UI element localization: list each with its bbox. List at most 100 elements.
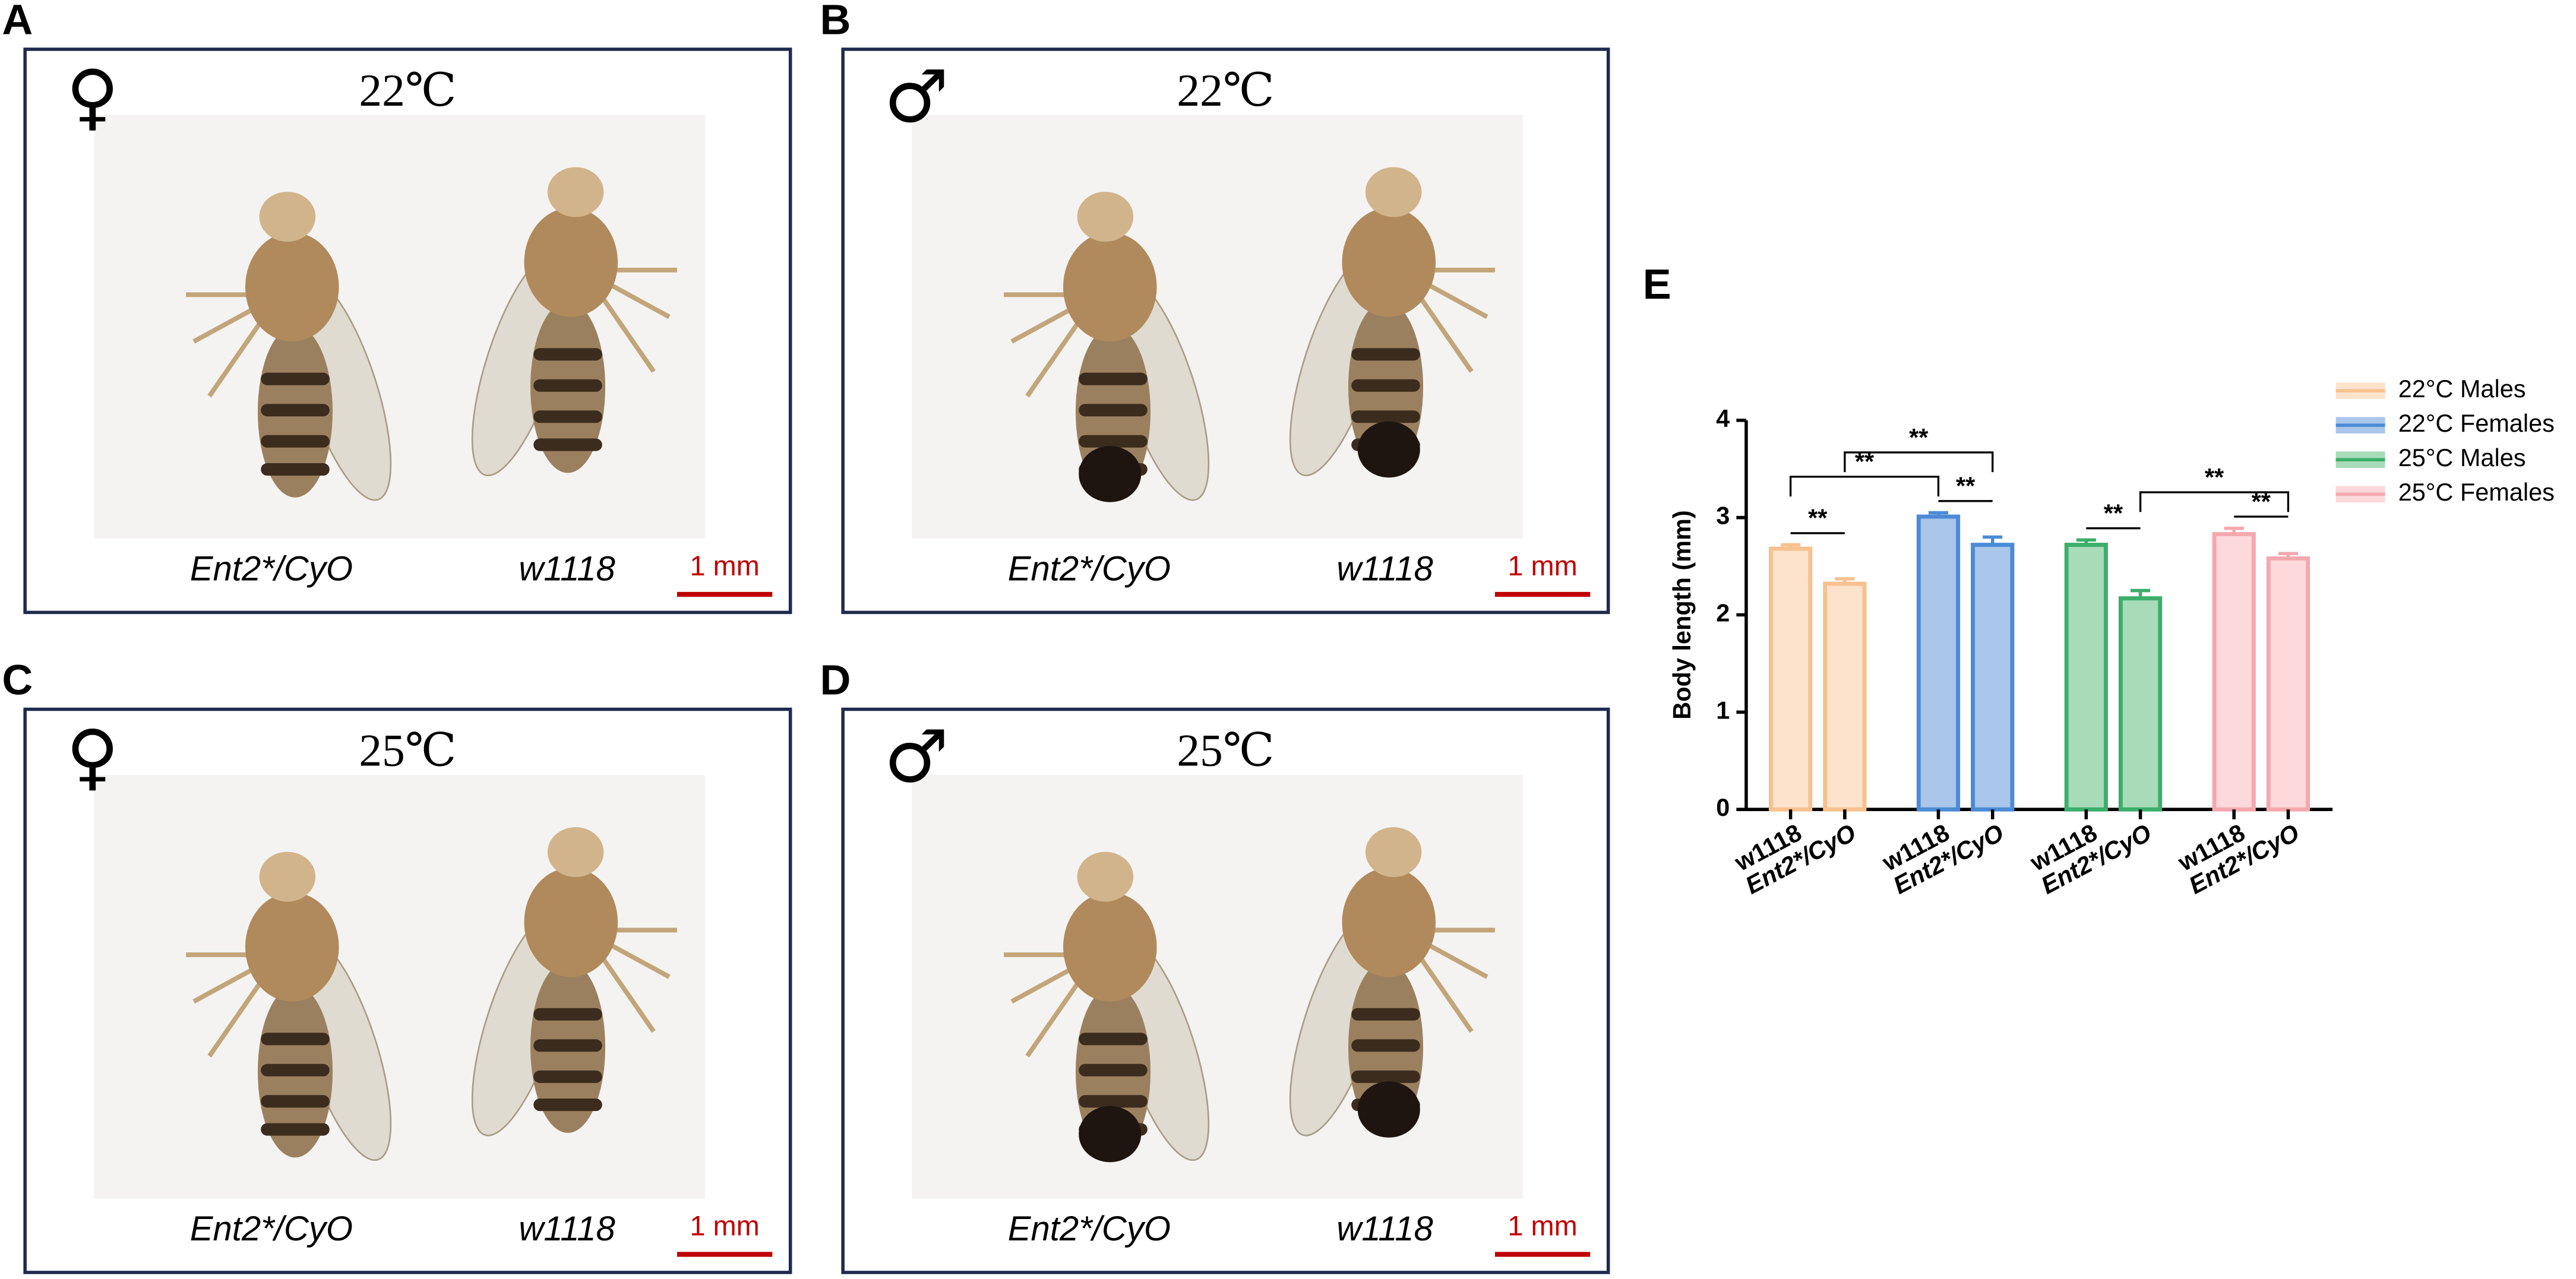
fly <box>1004 191 1210 502</box>
fly <box>186 191 392 501</box>
panel-letter: A <box>2 0 33 44</box>
photo-panel: A ♀ 22℃ Ent2*/CyO w1118 1 mm <box>2 0 792 615</box>
genotype: Ent2*/CyO <box>1008 550 1171 588</box>
fly-stripe <box>533 1070 602 1083</box>
fly-stripe <box>533 438 602 451</box>
fly-stripe <box>261 1095 330 1108</box>
legend-label: 25°C Males <box>2398 444 2526 471</box>
scale-label: 1 mm <box>690 550 760 581</box>
fly-stripe <box>261 435 330 448</box>
fly-thorax <box>1342 207 1436 317</box>
fly-head <box>547 827 604 878</box>
significance-label: ** <box>2104 499 2123 527</box>
fly-head <box>1365 827 1422 878</box>
fly-thorax <box>1063 892 1157 1002</box>
photo <box>912 115 1523 539</box>
y-tick-label: 3 <box>1716 502 1730 530</box>
scale-label: 1 mm <box>690 1210 760 1242</box>
fly-stripe <box>1351 1008 1420 1021</box>
fly-stripe <box>1351 1039 1420 1052</box>
photo <box>912 775 1523 1199</box>
fly-stripe <box>261 1063 330 1077</box>
fly-stripe <box>1351 348 1420 361</box>
fly-thorax <box>1063 232 1157 342</box>
fly-stripe <box>533 1008 602 1021</box>
genotype: w1118 <box>1336 550 1433 588</box>
bar <box>1823 581 1867 812</box>
fly-stripe <box>533 379 602 392</box>
photo-panel: C ♀ 25℃ Ent2*/CyO w1118 1 mm <box>2 656 792 1274</box>
fly <box>1289 167 1495 478</box>
fly-thorax <box>524 868 618 977</box>
genotype: Ent2*/CyO <box>1008 1210 1171 1248</box>
panel-letter: B <box>820 0 851 44</box>
fly-head <box>1365 167 1422 217</box>
y-tick-label: 4 <box>1716 404 1730 432</box>
fly-tip <box>1079 446 1142 502</box>
photo-panel: D ♂ 25℃ Ent2*/CyO w1118 1 mm <box>820 656 1610 1274</box>
scale-label: 1 mm <box>1507 1210 1578 1242</box>
photo <box>94 115 705 539</box>
fly-stripe <box>261 404 330 417</box>
sex-symbol: ♀ <box>66 55 119 139</box>
fly-stripe <box>1351 379 1420 392</box>
fly-head <box>1077 851 1134 902</box>
genotype: Ent2*/CyO <box>190 1210 353 1248</box>
panel-letter: E <box>1643 261 1671 308</box>
fly-tip <box>1357 1081 1420 1138</box>
panel-letter: D <box>820 656 851 704</box>
scale-label: 1 mm <box>1507 550 1578 581</box>
fly-stripe <box>1351 410 1420 423</box>
fly-stripe <box>1079 435 1148 448</box>
genotype: Ent2*/CyO <box>190 550 353 588</box>
genotype: w1118 <box>519 1210 615 1248</box>
temperature: 22℃ <box>359 65 456 116</box>
bar <box>2212 532 2256 812</box>
fly-stripe <box>261 1123 330 1136</box>
fly-thorax <box>1342 868 1436 977</box>
legend-label: 22°C Females <box>2398 409 2555 437</box>
bar <box>2266 556 2311 812</box>
legend-label: 25°C Females <box>2398 478 2555 506</box>
bar <box>2118 596 2163 812</box>
fly <box>471 827 677 1136</box>
temperature: 22℃ <box>1177 65 1274 116</box>
sex-symbol: ♂ <box>884 714 949 799</box>
significance-label: ** <box>1956 472 1976 500</box>
fly-stripe <box>1351 1070 1420 1083</box>
fly <box>186 851 392 1161</box>
bar <box>1768 546 1813 812</box>
y-tick-label: 2 <box>1716 599 1730 626</box>
fly-head <box>547 167 604 217</box>
fly <box>1004 851 1210 1163</box>
temperature: 25℃ <box>359 725 456 776</box>
y-tick-label: 0 <box>1716 793 1730 821</box>
fly-stripe <box>1079 372 1148 385</box>
fly-stripe <box>261 463 330 476</box>
significance-label: ** <box>1808 504 1828 532</box>
fly-stripe <box>1079 1033 1148 1046</box>
fly-stripe <box>1079 1063 1148 1077</box>
significance-bracket <box>1844 451 1994 473</box>
fly-stripe <box>533 410 602 423</box>
fly-stripe <box>533 1039 602 1052</box>
fly <box>1289 827 1495 1138</box>
fly-head <box>259 851 316 902</box>
fly <box>471 167 677 476</box>
fly-stripe <box>533 348 602 361</box>
fly-stripe <box>1079 404 1148 417</box>
genotype: w1118 <box>519 550 615 588</box>
photo-panel: B ♂ 22℃ Ent2*/CyO w1118 1 mm <box>820 0 1610 615</box>
y-tick-label: 1 <box>1716 696 1730 724</box>
fly-thorax <box>245 892 339 1002</box>
y-axis-label: Body length (mm) <box>1668 510 1696 719</box>
bar <box>1916 514 1961 812</box>
sex-symbol: ♂ <box>884 55 949 139</box>
significance-bracket <box>1789 476 1940 497</box>
fly-stripe <box>1079 1095 1148 1108</box>
fly-stripe <box>533 1098 602 1112</box>
fly-tip <box>1079 1106 1142 1163</box>
